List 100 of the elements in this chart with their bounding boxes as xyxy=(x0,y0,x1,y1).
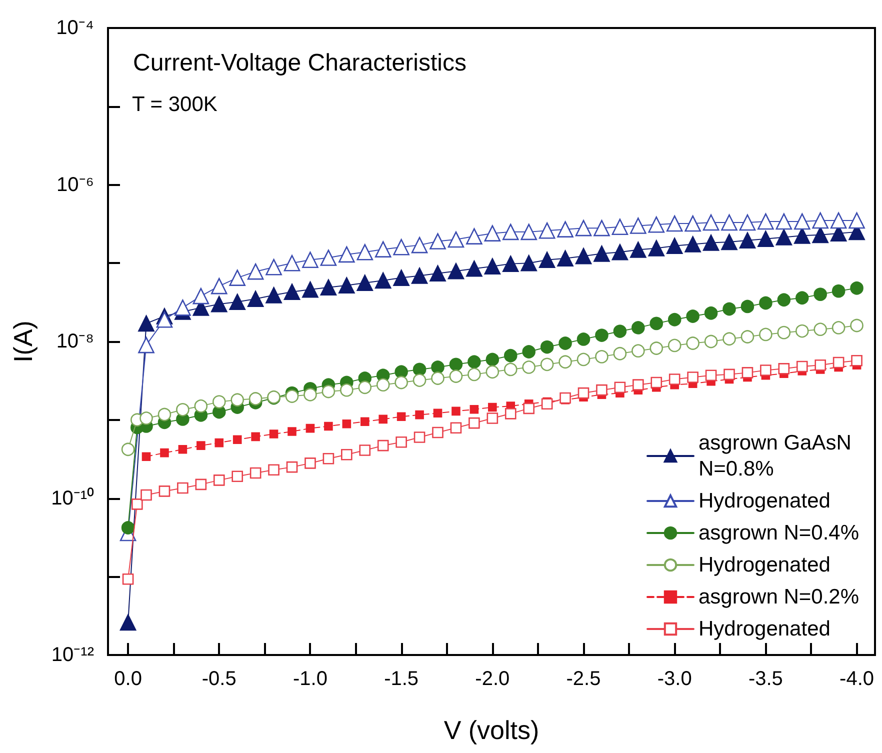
x-tick-label: -2.5 xyxy=(566,668,601,690)
point xyxy=(632,321,645,334)
point xyxy=(522,345,536,358)
x-tick-label: -3.0 xyxy=(657,668,692,690)
point xyxy=(122,573,134,585)
point xyxy=(504,348,518,362)
point xyxy=(359,444,371,456)
point xyxy=(324,422,333,431)
point xyxy=(466,260,482,277)
point xyxy=(306,424,315,433)
point xyxy=(795,291,809,305)
point xyxy=(520,224,537,240)
point xyxy=(557,221,574,238)
point xyxy=(269,430,278,438)
point xyxy=(796,360,808,372)
point xyxy=(229,270,246,286)
point xyxy=(268,464,280,476)
point xyxy=(432,426,444,438)
point xyxy=(468,417,480,429)
point xyxy=(247,290,264,308)
point xyxy=(250,467,262,479)
point xyxy=(812,226,828,244)
point xyxy=(374,241,392,258)
point xyxy=(140,489,152,501)
point xyxy=(433,408,442,418)
point xyxy=(814,359,826,371)
point xyxy=(777,293,791,306)
point xyxy=(132,498,143,510)
point xyxy=(650,316,664,330)
point xyxy=(596,384,608,396)
point xyxy=(502,224,519,240)
y-tick-label: 10⁻⁸ xyxy=(56,330,94,352)
point xyxy=(210,278,228,294)
point xyxy=(174,300,191,316)
point xyxy=(668,374,680,385)
point xyxy=(196,441,206,450)
point xyxy=(286,461,298,473)
point xyxy=(538,222,556,239)
point xyxy=(666,238,683,254)
point xyxy=(412,362,426,376)
y-tick-label: 10⁻⁴ xyxy=(56,17,94,39)
point xyxy=(322,453,334,464)
point xyxy=(158,486,170,497)
point xyxy=(360,417,370,426)
point xyxy=(484,225,501,242)
point xyxy=(358,380,372,394)
x-tick-label: -4.0 xyxy=(840,668,874,690)
point xyxy=(266,287,282,304)
point xyxy=(394,365,408,378)
point xyxy=(284,254,300,272)
point xyxy=(342,419,352,428)
point xyxy=(614,382,626,393)
point xyxy=(575,248,592,264)
point xyxy=(302,252,318,268)
point xyxy=(538,252,556,268)
point xyxy=(304,458,316,469)
point xyxy=(304,388,317,402)
point xyxy=(650,376,662,388)
point xyxy=(356,274,374,292)
point xyxy=(394,376,408,390)
point xyxy=(320,279,337,296)
point xyxy=(794,213,810,230)
point xyxy=(393,270,410,286)
point xyxy=(431,360,444,374)
x-tick-label: -3.5 xyxy=(748,668,783,690)
point xyxy=(393,238,410,256)
point xyxy=(486,412,498,424)
point xyxy=(613,324,627,338)
point xyxy=(192,288,210,304)
point xyxy=(488,402,497,412)
point xyxy=(721,214,738,231)
point xyxy=(778,363,790,374)
point xyxy=(758,213,774,230)
point xyxy=(758,230,774,248)
y-tick-label: 10⁻¹² xyxy=(51,644,94,666)
point xyxy=(156,312,173,328)
point xyxy=(177,482,188,494)
point xyxy=(687,372,698,383)
point xyxy=(414,432,426,443)
point xyxy=(158,408,172,422)
point xyxy=(851,354,862,366)
point xyxy=(759,296,772,310)
point xyxy=(195,478,207,490)
point xyxy=(450,422,462,434)
point xyxy=(322,384,336,398)
point xyxy=(776,213,792,230)
legend-label: asgrown GaAsN N=0.8% xyxy=(698,432,852,480)
point xyxy=(411,268,428,284)
point xyxy=(448,263,464,280)
point xyxy=(212,395,226,408)
point xyxy=(504,408,516,420)
point xyxy=(576,332,590,346)
legend-label: Hydrogenated xyxy=(698,618,830,640)
point xyxy=(341,449,352,460)
point xyxy=(776,229,792,246)
point xyxy=(229,294,246,310)
point xyxy=(232,435,242,444)
legend-label: asgrown N=0.4% xyxy=(698,522,860,544)
point xyxy=(213,474,225,486)
x-tick-label: 0.0 xyxy=(114,668,142,690)
